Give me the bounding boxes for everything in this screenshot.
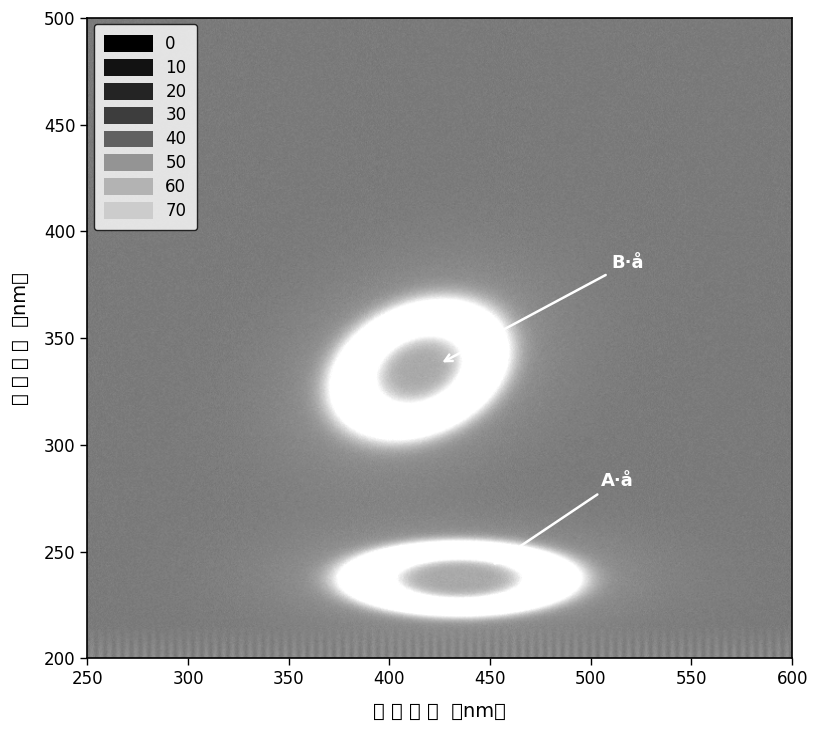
Y-axis label: 激 发 波 长  （nm）: 激 发 波 长 （nm） [11,272,30,405]
Text: B·å: B·å [445,255,644,361]
Legend: 0, 10, 20, 30, 40, 50, 60, 70: 0, 10, 20, 30, 40, 50, 60, 70 [93,24,197,231]
X-axis label: 发 射 波 长  （nm）: 发 射 波 长 （nm） [373,702,506,721]
Text: A·å: A·å [495,472,634,564]
